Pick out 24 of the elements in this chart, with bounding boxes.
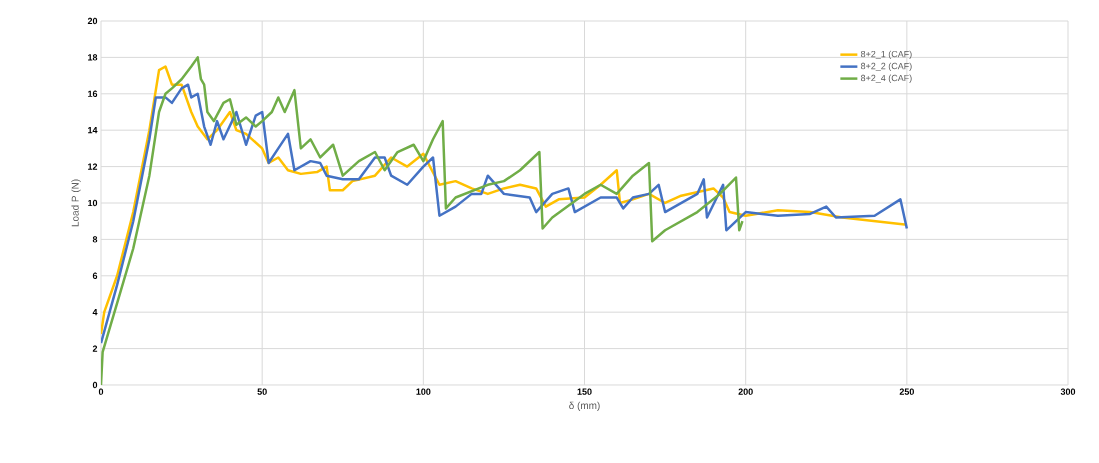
legend-label: 8+2_2 (CAF) <box>860 62 912 71</box>
y-axis-title: Load P (N) <box>71 179 81 227</box>
line-series <box>101 56 744 385</box>
legend-label: 8+2_1 (CAF) <box>860 50 912 60</box>
y-tick-label: 8 <box>92 236 98 243</box>
x-tick-label: 300 <box>1060 388 1076 395</box>
legend-label: 8+2_4 (CAF) <box>860 74 912 83</box>
x-tick-label: 200 <box>738 388 753 395</box>
y-tick-label: 0 <box>92 381 98 389</box>
x-tick-label: 0 <box>98 388 104 395</box>
y-tick-label: 10 <box>88 199 98 207</box>
y-tick-label: 4 <box>92 309 98 316</box>
x-tick-label: 150 <box>577 388 592 395</box>
y-tick-label: 18 <box>88 54 98 61</box>
x-tick-label: 250 <box>899 388 914 395</box>
x-tick-label: 100 <box>416 388 431 395</box>
x-axis-title: δ (mm) <box>569 401 600 411</box>
y-tick-label: 2 <box>92 345 98 352</box>
y-tick-label: 16 <box>88 90 98 97</box>
x-tick-label: 50 <box>257 388 267 395</box>
y-tick-label: 20 <box>87 17 98 25</box>
y-tick-label: 6 <box>92 272 98 279</box>
y-tick-label: 14 <box>88 127 98 134</box>
y-tick-label: 12 <box>88 163 98 170</box>
